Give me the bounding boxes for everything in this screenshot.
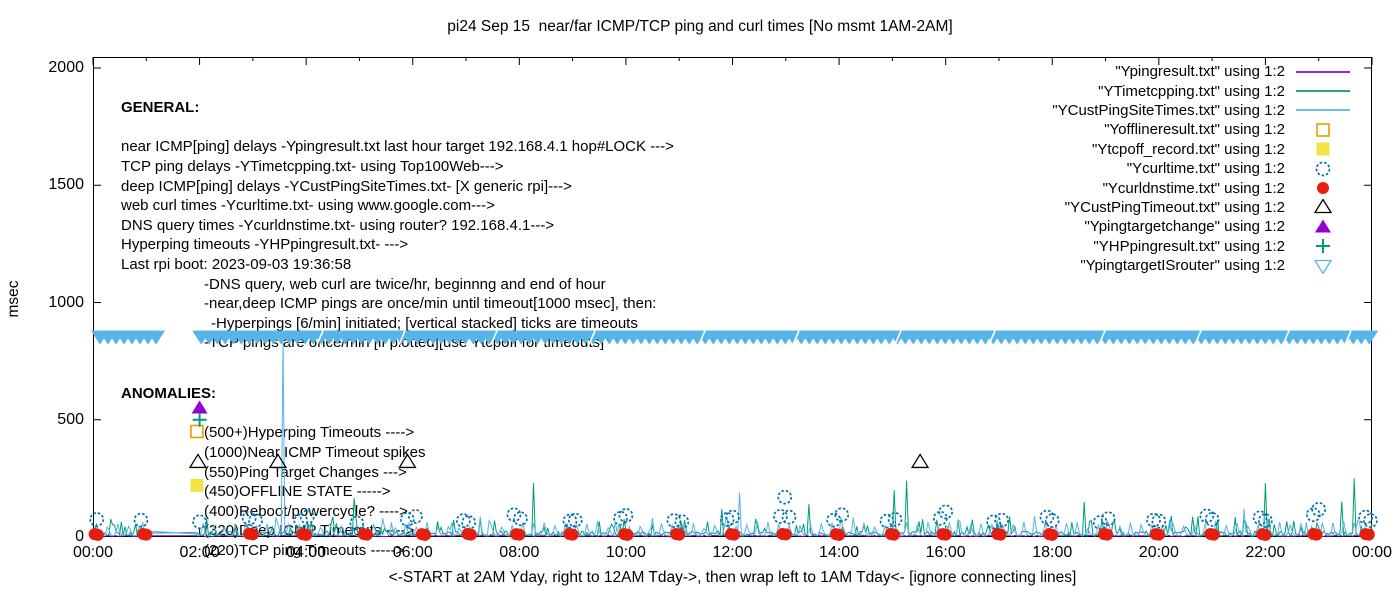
legend-label: "Yofflineresult.txt" using 1:2	[1104, 121, 1285, 139]
anomalies-heading: ANOMALIES:	[121, 385, 216, 403]
legend-row: "YpingtargetISrouter" using 1:2	[1000, 256, 1352, 275]
general-heading: GENERAL:	[121, 99, 200, 117]
anomalies-line: (450)OFFLINE STATE ----->	[204, 483, 391, 501]
anomalies-line: (1000)Near ICMP Timeout spikes	[204, 443, 426, 461]
series-points-circle-filled	[88, 527, 1375, 541]
anomalies-line: (400)Reboot/powercycle? ---->	[204, 502, 408, 520]
x-tick-label: 16:00	[925, 544, 966, 561]
chart-title: pi24 Sep 15 near/far ICMP/TCP ping and c…	[447, 18, 953, 35]
legend-row: "Ytcpoff_record.txt" using 1:2	[1000, 140, 1352, 159]
general-line: TCP ping delays -YTimetcpping.txt- using…	[121, 157, 504, 175]
legend-label: "Ypingtargetchange" using 1:2	[1084, 218, 1285, 236]
x-tick-label: 02:00	[179, 544, 220, 561]
legend-label: "Ycurldnstime.txt" using 1:2	[1102, 179, 1285, 197]
x-tick-label: 00:00	[1351, 544, 1393, 561]
plot-frame	[93, 57, 1372, 537]
x-tick-label: 10:00	[605, 544, 646, 561]
series-points-triangle-up-filled	[191, 400, 208, 414]
general-line: Last rpi boot: 2023-09-03 19:36:58	[121, 255, 352, 273]
x-tick-label: 12:00	[712, 544, 753, 561]
legend-label: "YpingtargetISrouter" using 1:2	[1080, 257, 1285, 275]
x-tick-label: 22:00	[1245, 544, 1286, 561]
general-annotation-block: GENERAL: near ICMP[ping] delays -Ypingre…	[93, 59, 674, 353]
legend-sample-circle-open-icon	[1315, 161, 1331, 176]
x-tick-label: 00:00	[72, 544, 114, 561]
legend-row: "Ycurldnstime.txt" using 1:2	[1000, 178, 1352, 197]
anomalies-line: (220)TCP ping Timeouts ----->	[204, 541, 405, 559]
x-axis-label: <-START at 2AM Yday, right to 12AM Tday-…	[388, 569, 1077, 586]
legend-row: "Yofflineresult.txt" using 1:2	[1000, 120, 1352, 139]
series-points-triangle-up-open	[188, 453, 930, 469]
legend-sample-circle-filled-icon	[1317, 182, 1329, 195]
legend-sample-triangle-down-open-icon	[1313, 259, 1333, 274]
legend-sample-line-icon	[1296, 109, 1350, 112]
y-tick-label: 1000	[48, 293, 84, 311]
legend-label: "YHPpingresult.txt" using 1:2	[1093, 237, 1285, 255]
legend-label: "Ycurltime.txt" using 1:2	[1126, 160, 1285, 178]
y-tick-label: 500	[57, 410, 84, 428]
general-line: deep ICMP[ping] delays -YCustPingSiteTim…	[121, 177, 572, 195]
general-line: -Hyperpings [6/min] initiated; [vertical…	[211, 314, 638, 332]
series-line-56b4e9	[92, 337, 1373, 537]
legend-sample-square-open-icon	[1316, 123, 1330, 137]
legend-sample-square-filled-icon	[1316, 142, 1330, 156]
series-line-009e73	[92, 478, 1373, 538]
legend-label: "YTimetcpping.txt" using 1:2	[1098, 82, 1285, 100]
general-line: Hyperping timeouts -YHPpingresult.txt- -…	[121, 236, 409, 254]
legend-sample-line-icon	[1296, 90, 1350, 92]
legend-sample-plus-icon	[1316, 239, 1330, 254]
anomalies-line: (550)Ping Target Changes --->	[204, 463, 407, 481]
anomalies-line: (500+)Hyperping Timeouts ---->	[204, 424, 415, 442]
x-tick-label: 18:00	[1032, 544, 1073, 561]
x-tick-label: 14:00	[819, 544, 860, 561]
legend-row: "Ypingresult.txt" using 1:2	[1000, 62, 1352, 81]
series-ispingtarget-router-band	[91, 330, 1379, 345]
legend-label: "Ytcpoff_record.txt" using 1:2	[1092, 140, 1285, 158]
y-tick-label: 1500	[48, 176, 84, 194]
general-line: -near,deep ICMP pings are once/min until…	[204, 295, 657, 313]
legend-row: "Ypingtargetchange" using 1:2	[1000, 217, 1352, 236]
y-tick-label: 0	[75, 528, 84, 545]
legend-row: "YCustPingSiteTimes.txt" using 1:2	[1000, 101, 1352, 120]
legend-label: "YCustPingTimeout.txt" using 1:2	[1064, 198, 1285, 216]
x-tick-label: 08:00	[499, 544, 540, 561]
general-line: -DNS query, web curl are twice/hr, begin…	[204, 275, 606, 293]
y-tick-label: 2000	[48, 59, 84, 76]
legend-sample-line-icon	[1296, 70, 1350, 73]
legend-row: "YTimetcpping.txt" using 1:2	[1000, 81, 1352, 100]
general-line: DNS query times -Ycurldnstime.txt- using…	[121, 216, 555, 234]
series-points-square-filled	[190, 478, 204, 492]
legend-sample-triangle-up-open-icon	[1313, 199, 1333, 214]
general-line: near ICMP[ping] delays -Ypingresult.txt …	[121, 138, 674, 156]
x-tick-label: 20:00	[1138, 544, 1179, 561]
legend-row: "YHPpingresult.txt" using 1:2	[1000, 237, 1352, 256]
legend: "Ypingresult.txt" using 1:2 "YTimetcpping…	[1000, 62, 1352, 275]
legend-row: "Ycurltime.txt" using 1:2	[1000, 159, 1352, 178]
x-tick-label: 04:00	[286, 544, 327, 561]
x-tick-label: 06:00	[392, 544, 433, 561]
legend-label: "Ypingresult.txt" using 1:2	[1115, 63, 1285, 81]
series-points-circle-open	[89, 489, 1378, 531]
series-points-plus	[192, 412, 207, 427]
plot-canvas	[88, 57, 1379, 541]
legend-row: "YCustPingTimeout.txt" using 1:2	[1000, 198, 1352, 217]
general-line: web curl times -Ycurltime.txt- using www…	[121, 197, 495, 215]
legend-sample-triangle-up-filled-icon	[1315, 219, 1331, 233]
series-points-square-open	[190, 424, 204, 439]
legend-label: "YCustPingSiteTimes.txt" using 1:2	[1052, 101, 1285, 119]
